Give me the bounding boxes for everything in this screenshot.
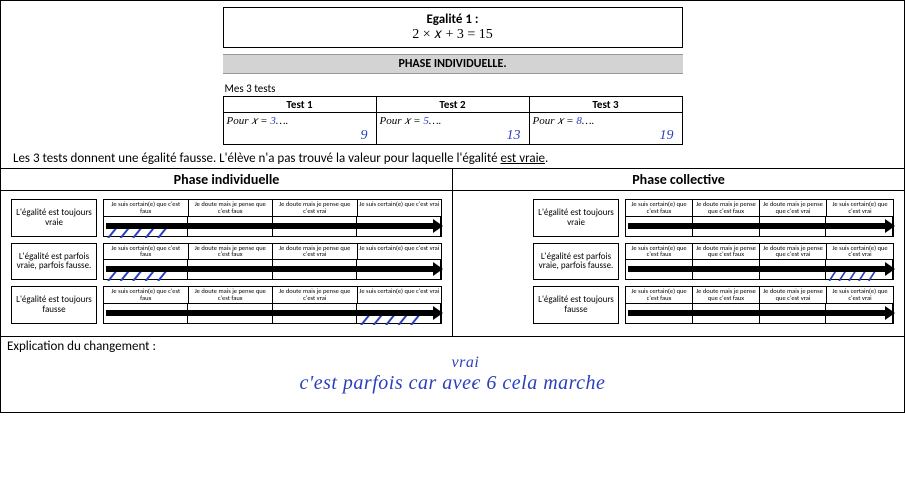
equality-formula: 2 × 𝑥 + 3 = 15: [224, 27, 682, 43]
scale-header-cell: Je doute mais je pense que c'est vrai: [760, 286, 827, 304]
student-explanation: vrai ⌄ c'est parfois car avec 6 cela mar…: [300, 372, 606, 395]
col-test1: Test 1: [223, 97, 376, 113]
likert-row: L'égalité est parfois vraie, parfois fau…: [11, 243, 442, 281]
explanation-label: Explication du changement :: [1, 336, 904, 356]
caret-mark: ⌄: [470, 374, 481, 389]
cell-test3: Pour 𝑥 = 8…. 19: [529, 113, 682, 145]
likert-row-label: L'égalité est toujours vraie: [11, 199, 97, 237]
result-3: 19: [660, 128, 674, 144]
col-test3: Test 3: [529, 97, 682, 113]
scale-header-cell: Je suis certain(e) que c'est faux: [625, 243, 693, 261]
likert-row-label: L'égalité est toujours fausse: [11, 286, 97, 324]
cell-test2: Pour 𝑥 = 5…. 13: [376, 113, 529, 145]
arrow-icon: [106, 223, 437, 229]
likert-scale: Je suis certain(e) que c'est fauxJe dout…: [103, 243, 442, 281]
likert-row: L'égalité est toujours fausseJe suis cer…: [533, 286, 894, 324]
teacher-note: Les 3 tests donnent une égalité fausse. …: [1, 149, 904, 168]
scale-track: [625, 217, 894, 237]
scale-header-cell: Je suis certain(e) que c'est vrai: [827, 286, 894, 304]
scale-header-cell: Je doute mais je pense que c'est vrai: [760, 199, 827, 217]
equality-title: Egalité 1 :: [224, 12, 682, 27]
phase-banner: PHASE INDIVIDUELLE.: [223, 54, 683, 74]
likert-row-label: L'égalité est toujours fausse: [533, 286, 619, 324]
scale-track: [103, 260, 442, 280]
likert-row-label: L'égalité est parfois vraie, parfois fau…: [533, 243, 619, 281]
scale-header-cell: Je doute mais je pense que c'est faux: [693, 243, 760, 261]
worksheet-container: Egalité 1 : 2 × 𝑥 + 3 = 15 PHASE INDIVID…: [0, 0, 905, 413]
likert-scale: Je suis certain(e) que c'est fauxJe dout…: [625, 199, 894, 237]
equality-box: Egalité 1 : 2 × 𝑥 + 3 = 15: [223, 7, 683, 48]
top-region: Egalité 1 : 2 × 𝑥 + 3 = 15 PHASE INDIVID…: [1, 1, 904, 168]
inserted-word: vrai: [452, 354, 480, 372]
tests-table: Test 1 Test 2 Test 3 Pour 𝑥 = 3…. 9 Pour…: [223, 96, 683, 145]
arrow-icon: [106, 266, 437, 272]
two-column-region: Phase individuelle L'égalité est toujour…: [1, 168, 904, 336]
tests-header-row: Test 1 Test 2 Test 3: [223, 97, 682, 113]
likert-scale: Je suis certain(e) que c'est fauxJe dout…: [103, 199, 442, 237]
likert-row: L'égalité est toujours vraieJe suis cert…: [11, 199, 442, 237]
likert-scale: Je suis certain(e) que c'est fauxJe dout…: [103, 286, 442, 324]
scale-header-cell: Je suis certain(e) que c'est faux: [625, 199, 693, 217]
scale-header-cell: Je suis certain(e) que c'est vrai: [358, 286, 443, 304]
likert-row-label: L'égalité est toujours vraie: [533, 199, 619, 237]
likert-scale: Je suis certain(e) que c'est fauxJe dout…: [625, 286, 894, 324]
explanation-body: vrai ⌄ c'est parfois car avec 6 cela mar…: [1, 356, 904, 412]
arrow-icon: [628, 266, 889, 272]
scale-header-cell: Je doute mais je pense que c'est faux: [189, 199, 274, 217]
col-test2: Test 2: [376, 97, 529, 113]
scale-header-cell: Je doute mais je pense que c'est vrai: [760, 243, 827, 261]
col-collective-title: Phase collective: [453, 169, 904, 191]
scale-header-cell: Je suis certain(e) que c'est faux: [625, 286, 693, 304]
col-individual: Phase individuelle L'égalité est toujour…: [1, 169, 453, 336]
likert-row: L'égalité est toujours vraieJe suis cert…: [533, 199, 894, 237]
likert-panel-collective: L'égalité est toujours vraieJe suis cert…: [453, 191, 904, 336]
scale-header-cell: Je doute mais je pense que c'est faux: [693, 286, 760, 304]
scale-header-cell: Je doute mais je pense que c'est vrai: [273, 286, 358, 304]
tests-wrap: Mes 3 tests Test 1 Test 2 Test 3 Pour 𝑥 …: [223, 82, 683, 145]
scale-header-cell: Je suis certain(e) que c'est vrai: [358, 243, 443, 261]
arrow-icon: [628, 223, 889, 229]
likert-row: L'égalité est parfois vraie, parfois fau…: [533, 243, 894, 281]
scale-header-cell: Je suis certain(e) que c'est faux: [103, 286, 189, 304]
scale-header-cell: Je suis certain(e) que c'est faux: [103, 243, 189, 261]
scale-header-cell: Je suis certain(e) que c'est faux: [103, 199, 189, 217]
scale-header-cell: Je doute mais je pense que c'est vrai: [273, 199, 358, 217]
scale-header-cell: Je doute mais je pense que c'est vrai: [273, 243, 358, 261]
scale-track: [103, 304, 442, 324]
scale-header-cell: Je suis certain(e) que c'est vrai: [827, 199, 894, 217]
scale-header-cell: Je doute mais je pense que c'est faux: [189, 286, 274, 304]
arrow-icon: [106, 310, 437, 316]
scale-header-cell: Je doute mais je pense que c'est faux: [693, 199, 760, 217]
scale-track: [103, 217, 442, 237]
tests-caption: Mes 3 tests: [223, 82, 683, 96]
likert-row: L'égalité est toujours fausseJe suis cer…: [11, 286, 442, 324]
scale-track: [625, 260, 894, 280]
scale-header-cell: Je suis certain(e) que c'est vrai: [358, 199, 443, 217]
likert-row-label: L'égalité est parfois vraie, parfois fau…: [11, 243, 97, 281]
scale-track: [625, 304, 894, 324]
scale-header-cell: Je suis certain(e) que c'est vrai: [827, 243, 894, 261]
result-2: 13: [507, 128, 521, 144]
result-1: 9: [361, 128, 368, 144]
col-collective: Phase collective L'égalité est toujours …: [453, 169, 904, 336]
likert-panel-individual: L'égalité est toujours vraieJe suis cert…: [1, 191, 452, 336]
tests-value-row: Pour 𝑥 = 3…. 9 Pour 𝑥 = 5…. 13 Pour 𝑥 = …: [223, 113, 682, 145]
col-individual-title: Phase individuelle: [1, 169, 452, 191]
cell-test1: Pour 𝑥 = 3…. 9: [223, 113, 376, 145]
arrow-icon: [628, 310, 889, 316]
scale-header-cell: Je doute mais je pense que c'est faux: [189, 243, 274, 261]
likert-scale: Je suis certain(e) que c'est fauxJe dout…: [625, 243, 894, 281]
